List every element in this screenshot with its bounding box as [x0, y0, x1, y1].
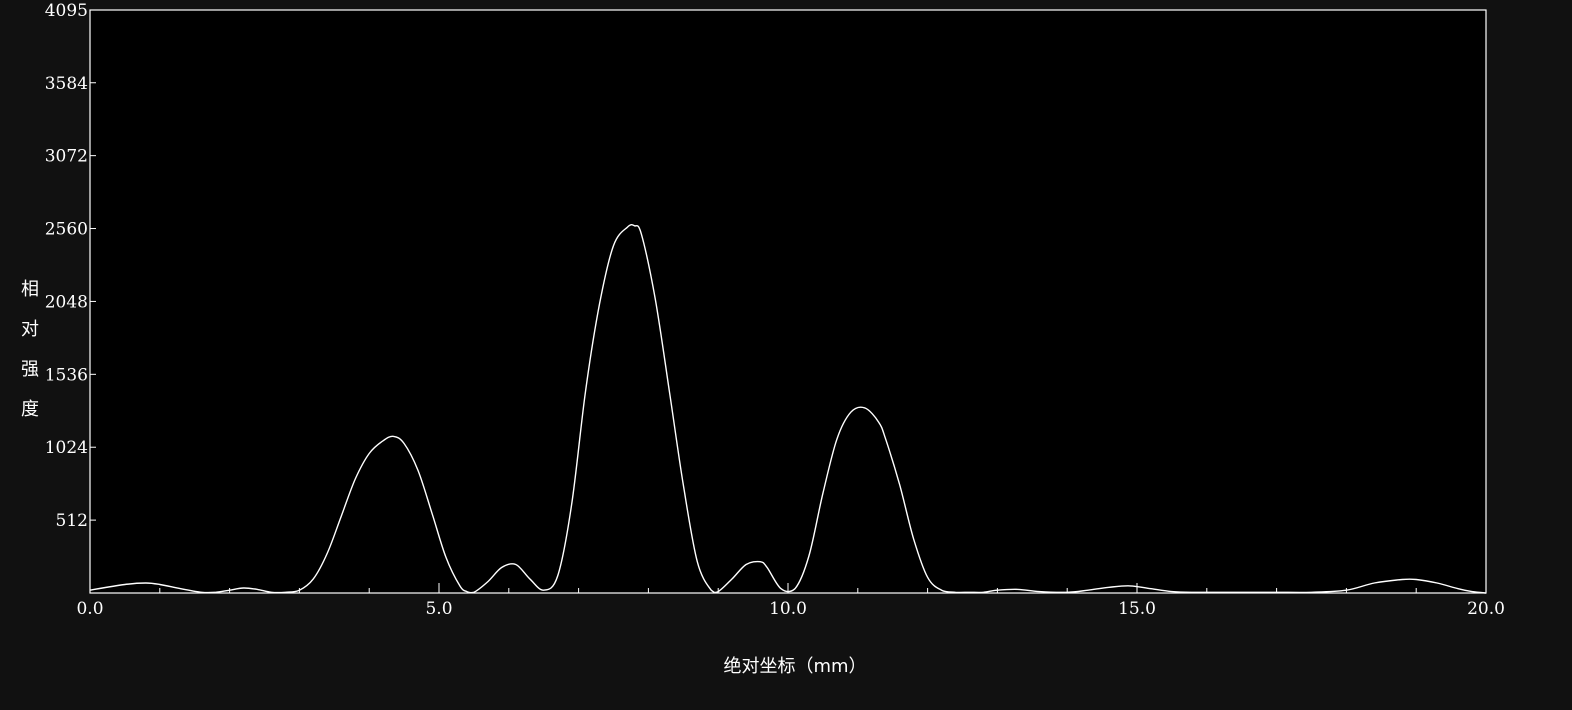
x-tick-label: 10.0 — [769, 599, 807, 619]
x-tick-label: 0.0 — [76, 599, 103, 619]
plot-background — [89, 9, 1487, 594]
y-axis: 512 1024 1536 2048 2560 3072 3584 4095 — [45, 1, 96, 531]
y-axis-title-char: 对 — [21, 319, 39, 340]
x-axis-title: 绝对坐标（mm） — [723, 656, 866, 677]
y-tick-label: 4095 — [45, 1, 88, 21]
y-tick-label: 512 — [56, 511, 88, 531]
y-axis-title-char: 强 — [21, 359, 39, 380]
y-tick-label: 2560 — [45, 220, 88, 240]
y-axis-title-char: 相 — [21, 279, 39, 300]
series-line — [89, 224, 1487, 594]
x-tick-label: 20.0 — [1467, 599, 1505, 619]
x-tick-label: 15.0 — [1118, 599, 1156, 619]
y-tick-label: 1536 — [45, 365, 88, 385]
y-tick-label: 3072 — [45, 147, 88, 167]
y-tick-label: 3584 — [45, 74, 88, 94]
x-tick-label: 5.0 — [425, 599, 452, 619]
y-tick-label: 1024 — [45, 438, 88, 458]
y-axis-title-char: 度 — [21, 399, 39, 420]
x-axis: 0.0 5.0 10.0 15.0 20.0 — [76, 583, 1505, 619]
y-tick-label: 2048 — [45, 292, 88, 312]
